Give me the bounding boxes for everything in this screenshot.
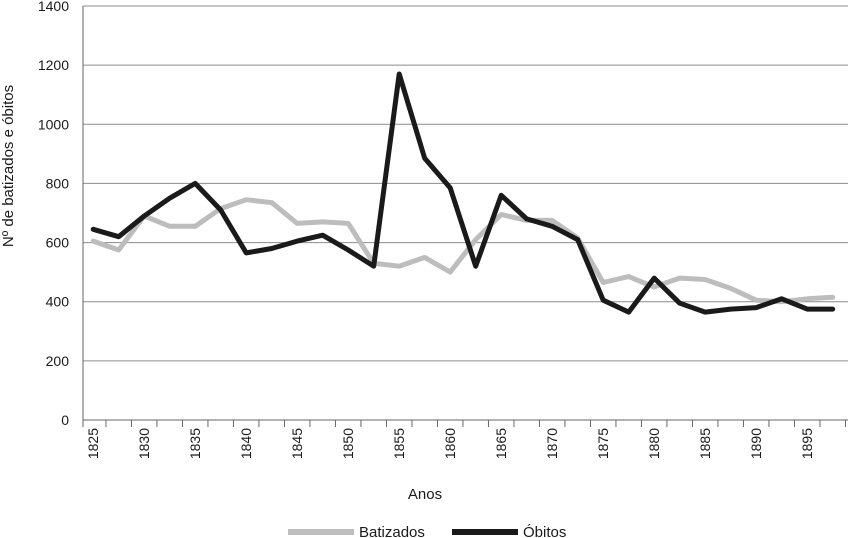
legend-label-batizados: Batizados (359, 524, 425, 538)
x-tick-label-1860: 1860 (442, 428, 458, 459)
x-tick-labels: 1825 1830 1835 1840 1845 1850 1855 1860 1865 1870… (85, 428, 815, 459)
x-tick-label-1835: 1835 (187, 428, 203, 459)
legend: Batizados Óbitos (288, 524, 566, 538)
x-tick-label-1840: 1840 (238, 428, 254, 459)
legend-label-obitos: Óbitos (523, 524, 566, 538)
x-tick-label-1855: 1855 (391, 428, 407, 459)
y-tick-label-400: 400 (46, 294, 70, 310)
x-tick-label-1885: 1885 (697, 428, 713, 459)
y-tick-label-1400: 1400 (38, 0, 69, 14)
x-tick-label-1825: 1825 (85, 428, 101, 459)
y-tick-label-0: 0 (61, 412, 69, 428)
y-axis-label: Nº de batizados e óbitos (0, 85, 17, 247)
x-tick-label-1880: 1880 (646, 428, 662, 459)
series-line-obitos (90, 71, 836, 315)
x-tick-label-1895: 1895 (799, 428, 815, 459)
x-tick-label-1850: 1850 (340, 428, 356, 459)
series-line-batizados (90, 197, 836, 305)
x-tick-label-1830: 1830 (136, 428, 152, 459)
x-tick-label-1875: 1875 (595, 428, 611, 459)
x-tick-label-1890: 1890 (748, 428, 764, 459)
x-axis-label: Anos (408, 486, 442, 503)
x-tick-label-1845: 1845 (289, 428, 305, 459)
x-tick-label-1870: 1870 (544, 428, 560, 459)
x-tick-label-1865: 1865 (493, 428, 509, 459)
series-lines (90, 71, 836, 315)
y-tick-label-600: 600 (46, 235, 70, 251)
y-tick-label-800: 800 (46, 175, 70, 191)
axes (82, 6, 848, 427)
y-tick-label-200: 200 (46, 353, 70, 369)
y-tick-label-1200: 1200 (38, 57, 69, 73)
y-tick-label-1000: 1000 (38, 116, 69, 132)
y-tick-labels: 0 200 400 600 800 1000 1200 1400 (38, 0, 69, 428)
